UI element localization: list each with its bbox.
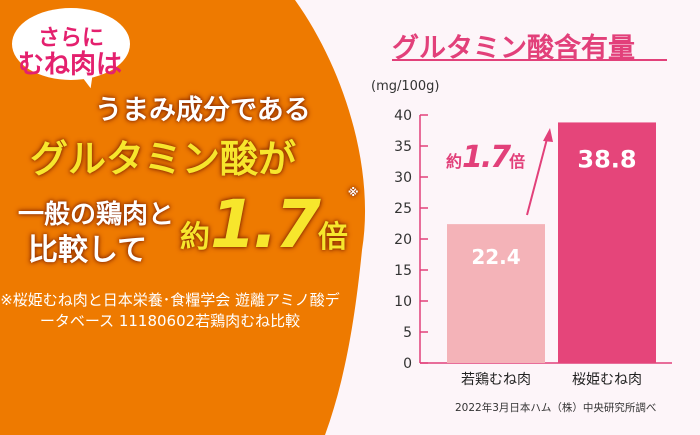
annotation-suffix: 倍 xyxy=(509,152,526,171)
y-tick-label: 10 xyxy=(394,294,412,310)
headline-line-4: 比較して xyxy=(28,233,148,268)
annotation-value: 1.7 xyxy=(462,140,511,175)
y-tick-label: 40 xyxy=(394,108,412,124)
headline-line-3: 一般の鶏肉と xyxy=(18,200,175,230)
y-tick-label: 30 xyxy=(394,170,412,186)
y-tick-label: 35 xyxy=(394,139,412,155)
ratio-value: 1.7 xyxy=(210,186,321,263)
category-label: 桜姫むね肉 xyxy=(572,372,642,388)
y-tick-label: 5 xyxy=(403,325,412,341)
y-axis-unit: (mg/100g) xyxy=(371,79,440,94)
speech-bubble xyxy=(12,8,130,80)
bar-2 xyxy=(558,122,656,363)
bar-1 xyxy=(447,224,545,363)
bubble-text-1: さらに xyxy=(38,26,105,51)
source-note: 2022年3月日本ハム（株）中央研究所調べ xyxy=(455,402,657,414)
chart-annotation: 約1.7倍 xyxy=(446,140,525,175)
arrow-line xyxy=(526,134,549,216)
footnote: ※桜姫むね肉と日本栄養･食糧学会 遊離アミノ酸データベース 11180602若鶏… xyxy=(0,291,340,330)
ratio-prefix: 約 xyxy=(180,220,210,255)
annotation-prefix: 約 xyxy=(446,152,463,171)
ratio-mark: ※ xyxy=(347,186,359,199)
headline-line-2: グルタミン酸が xyxy=(30,137,297,181)
ratio-suffix: 倍 xyxy=(317,220,348,255)
title-underline xyxy=(392,59,667,61)
headline-line-1: うまみ成分である xyxy=(95,95,311,126)
y-tick-label: 0 xyxy=(403,356,412,372)
y-tick-label: 25 xyxy=(394,201,412,217)
arrow-head-icon xyxy=(543,128,553,142)
data-label: 38.8 xyxy=(577,145,636,173)
data-label: 22.4 xyxy=(471,245,520,269)
headline-ratio: 約1.7倍 ※ xyxy=(180,186,359,263)
y-tick-label: 15 xyxy=(394,263,412,279)
chart-title: グルタミン酸含有量 xyxy=(392,33,635,64)
category-label: 若鶏むね肉 xyxy=(461,372,531,388)
y-tick-label: 20 xyxy=(394,232,412,248)
bubble-text-2: むね肉は xyxy=(18,50,123,80)
